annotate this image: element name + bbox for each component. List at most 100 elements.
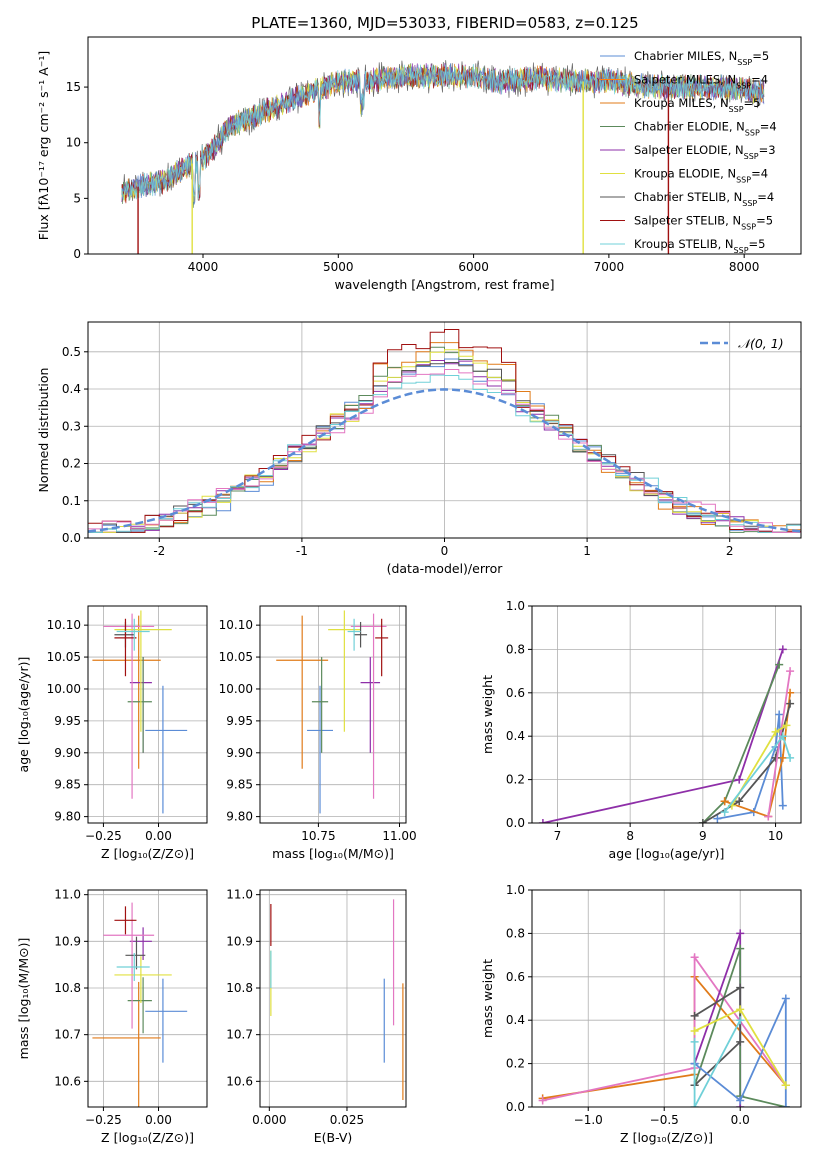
x-axis-label: wavelength [Angstrom, rest frame]: [334, 277, 554, 292]
x-tick-label: 8000: [729, 260, 760, 274]
y-tick-label: 10.9: [54, 934, 81, 948]
weight-marker: [778, 753, 787, 762]
x-tick-label: 0.0: [731, 1113, 750, 1127]
x-tick-label: 10.75: [301, 829, 335, 843]
weight-marker: [778, 801, 787, 810]
weight-line: [694, 998, 787, 1107]
y-axis-label: mass weight: [480, 959, 495, 1038]
errorbar-point: [307, 685, 333, 814]
x-tick-label: 0: [441, 544, 449, 558]
x-axis-label: age [log₁₀(age/yr)]: [609, 846, 725, 861]
y-tick-label: 0.6: [506, 686, 525, 700]
gaussian-curve: [88, 388, 801, 533]
axes-frame: [259, 605, 407, 824]
weight-marker: [786, 699, 795, 708]
panel-mass_vs_ebv: 0.000 0.025 10.6 10.7 10.8 10.9 11.0 E(B-V): [226, 888, 407, 1145]
y-tick-label: 0.0: [62, 531, 81, 545]
weight-marker: [771, 727, 780, 736]
weight-marker: [781, 1081, 790, 1090]
legend: 𝒩(0, 1): [700, 336, 784, 351]
x-tick-label: 11.00: [382, 829, 416, 843]
weight-marker: [786, 667, 795, 676]
y-tick-label: 10.8: [226, 981, 253, 995]
y-tick-label: 11.0: [226, 888, 253, 902]
y-tick-label: 1.0: [506, 599, 525, 613]
weight-marker: [778, 645, 787, 654]
figure-title: PLATE=1360, MJD=53033, FIBERID=0583, z=0…: [251, 14, 638, 32]
x-tick-label: 0.025: [330, 1113, 364, 1127]
y-tick-label: 0.2: [62, 457, 81, 471]
y-tick-label: 10.8: [54, 981, 81, 995]
x-axis-label: (data-model)/error: [387, 561, 504, 576]
x-axis-label: Z [log₁₀(Z/Z⊙)]: [101, 1130, 194, 1145]
errorbar-point: [311, 657, 329, 753]
histogram-step: [88, 369, 801, 533]
axes-frame: [87, 605, 208, 824]
x-tick-label: 6000: [458, 260, 489, 274]
weight-marker: [698, 819, 707, 823]
y-tick-label: 9.80: [54, 810, 81, 824]
weight-marker: [690, 1027, 699, 1036]
x-tick-label: −0.5: [650, 1113, 679, 1127]
axes-frame: [531, 889, 802, 1108]
weight-marker: [720, 797, 729, 806]
panel-residuals: -2 -1 0 1 2 0.0 0.1 0.2 0.3 0.4 0.5 (data-model)/er…: [36, 321, 802, 576]
y-axis-label: mass weight: [480, 675, 495, 754]
y-tick-label: 0.6: [506, 970, 525, 984]
weight-marker: [735, 797, 744, 806]
plot-area: [532, 890, 801, 1107]
errorbar-point: [276, 615, 329, 769]
errorbar-point: [127, 977, 152, 1034]
y-tick-label: 9.90: [54, 746, 81, 760]
x-tick-label: -2: [153, 544, 165, 558]
weight-marker: [736, 944, 745, 953]
legend-label: Chabrier MILES, NSSP=5: [634, 49, 769, 67]
x-tick-label: 1: [583, 544, 591, 558]
weight-marker: [736, 1037, 745, 1046]
errorbar-point: [114, 610, 172, 732]
spectrum-line: [121, 64, 765, 201]
y-tick-label: 10.9: [226, 934, 253, 948]
y-tick-label: 0: [73, 247, 81, 261]
plot-area: [260, 890, 406, 1107]
weight-marker: [690, 1103, 699, 1107]
x-tick-label: 8: [626, 829, 634, 843]
panel-mass_vs_Z: −0.25 0.00 10.6 10.7 10.8 10.9 11.0 Z [log₁₀(Z/…: [16, 888, 208, 1145]
y-tick-label: 10.00: [47, 682, 81, 696]
plot-area: [121, 60, 765, 254]
y-tick-label: 9.80: [226, 810, 253, 824]
x-axis-label: Z [log₁₀(Z/Z⊙)]: [101, 846, 194, 861]
y-tick-label: 9.95: [54, 714, 81, 728]
weight-marker: [781, 1103, 790, 1107]
y-tick-label: 9.85: [226, 778, 253, 792]
y-tick-label: 0.8: [506, 926, 525, 940]
y-tick-label: 10.6: [54, 1074, 81, 1088]
y-tick-label: 10.7: [54, 1028, 81, 1042]
axes-frame: [87, 889, 208, 1108]
errorbar-point: [354, 621, 368, 648]
y-tick-label: 15: [66, 80, 81, 94]
axes-frame: [87, 321, 802, 539]
errorbar-point: [114, 956, 172, 1003]
legend-label: Salpeter STELIB, NSSP=5: [634, 214, 773, 232]
weight-marker: [781, 994, 790, 1003]
x-tick-label: −0.25: [85, 1113, 122, 1127]
panel-weight_vs_age: 7 8 9 10 0.0 0.2 0.4 0.6 0.8 1.0 age [log₁₀(age/yr…: [480, 599, 802, 861]
errorbar-point: [145, 685, 188, 814]
weight-marker: [720, 808, 729, 817]
errorbar-point: [347, 618, 361, 651]
errorbar-point: [360, 657, 381, 753]
y-tick-label: 10.6: [226, 1074, 253, 1088]
plot-area: [88, 606, 207, 823]
y-tick-label: 1.0: [506, 883, 525, 897]
weight-marker: [538, 1096, 547, 1105]
errorbar-point: [116, 953, 150, 981]
weight-marker: [538, 819, 547, 823]
y-tick-label: 0.8: [506, 642, 525, 656]
legend-label: Salpeter MILES, NSSP=4: [634, 73, 768, 91]
weight-marker: [690, 1037, 699, 1046]
plot-area: [88, 890, 207, 1107]
errorbar-point: [92, 981, 161, 1107]
weight-marker: [736, 929, 745, 938]
legend-label: Chabrier ELODIE, NSSP=4: [634, 120, 777, 138]
